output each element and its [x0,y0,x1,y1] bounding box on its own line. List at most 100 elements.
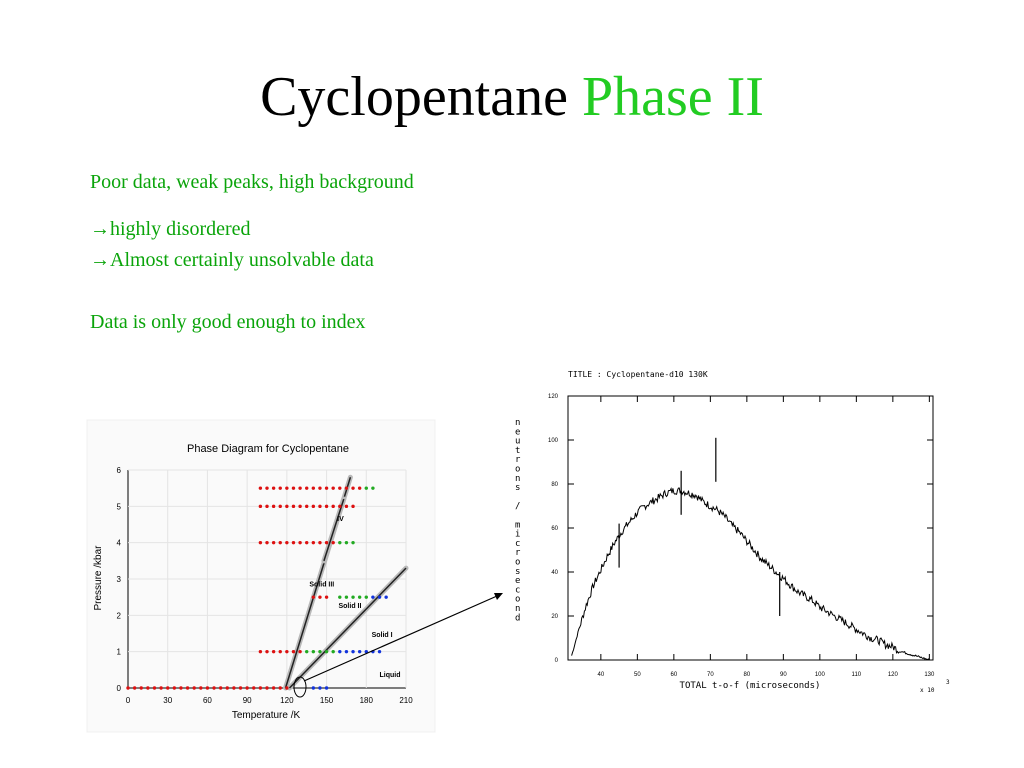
phase-data-point [159,686,163,690]
phase-data-point [285,486,289,490]
tof-title: TITLE : Cyclopentane-d10 130K [568,370,708,379]
phase-data-point [258,504,263,509]
x-tick-label: 210 [399,696,413,705]
bullet-index: Data is only good enough to index [90,311,366,333]
tof-series-line [571,487,930,661]
x-tick-label: 120 [280,696,294,705]
phase-data-point [318,595,322,599]
phase-data-point [311,595,316,599]
tof-x-tick-label: 100 [815,672,826,678]
phase-data-point [377,649,382,654]
phase-data-point [185,686,190,690]
phase-data-point [258,486,263,490]
phase-label: Solid III [309,581,334,588]
bullet-disordered-text: highly disordered [110,218,251,240]
phase-data-point [344,595,349,599]
phase-data-point [271,486,276,490]
connector-arrowhead-icon [494,593,503,600]
phase-data-point [338,595,342,599]
phase-label: Solid I [372,632,393,639]
phase-data-point [351,540,355,545]
tof-x-tick-label: 70 [707,672,714,678]
arrow-right-icon: → [90,249,110,271]
phase-data-point [324,540,329,545]
phase-data-point [338,504,342,509]
phase-data-point [152,686,157,690]
arrow-right-icon: → [90,218,110,240]
phase-data-point [344,504,349,509]
phase-data-point [338,486,342,490]
bullet-poor-data: Poor data, weak peaks, high background [90,171,414,193]
phase-data-point [351,649,355,654]
phase-data-point [371,595,375,599]
phase-data-point [212,686,216,690]
phase-data-point [238,686,243,690]
phase-data-point [166,686,170,690]
phase-data-point [265,486,269,490]
y-tick-label: 5 [117,502,122,511]
phase-data-point [371,486,375,490]
phase-data-point [311,486,316,490]
tof-x-tick-label: 130 [924,672,935,678]
phase-data-point [179,686,183,690]
phase-data-point [364,595,368,599]
phase-data-point [324,686,329,690]
tof-x-tick-label: 40 [598,672,605,678]
tof-y-tick-label: 20 [551,614,558,620]
tof-x-tick-label: 60 [671,672,678,678]
x-tick-label: 0 [126,696,131,705]
phase-data-point [357,595,362,599]
phase-data-point [139,686,143,690]
phase-data-point [305,649,309,654]
phase-boundary-line [323,498,345,562]
phase-label: IV [337,516,344,523]
phase-data-point [126,686,130,690]
phase-data-point [298,486,302,490]
tof-x-multiplier-exp: 3 [946,679,950,686]
phase-data-point [351,486,355,490]
highlight-ellipse [293,676,307,698]
phase-data-point [351,595,355,599]
phase-data-point [357,486,362,490]
phase-diagram-xlabel: Temperature /K [232,710,301,721]
phase-data-point [318,504,322,509]
phase-data-point [265,649,269,654]
phase-data-point [311,504,316,509]
phase-data-point [265,686,269,690]
phase-data-point [311,649,316,654]
phase-data-point [232,686,236,690]
phase-data-point [271,504,276,509]
phase-data-point [298,540,302,545]
phase-data-point [324,504,329,509]
tof-x-tick-label: 90 [780,672,787,678]
tof-y-tick-label: 0 [555,658,559,664]
phase-data-point [338,649,342,654]
tof-x-multiplier: x 10 [920,687,935,694]
phase-data-point [278,504,282,509]
phase-data-point [338,540,342,545]
phase-data-point [285,686,289,690]
phase-data-point [331,649,335,654]
phase-label: Liquid [380,672,401,679]
phase-data-point [344,486,349,490]
phase-data-point [278,486,282,490]
phase-data-point [291,540,296,545]
phase-data-point [291,504,296,509]
tof-x-tick-label: 50 [634,672,641,678]
tof-plot-frame [567,395,934,661]
tof-y-tick-label: 60 [551,526,558,532]
phase-data-point [298,649,302,654]
phase-data-point [305,540,309,545]
phase-data-point [265,504,269,509]
phase-data-point [172,686,177,690]
phase-data-point [245,686,249,690]
phase-data-point [192,686,196,690]
phase-data-point [298,504,302,509]
phase-data-point [285,649,289,654]
x-tick-label: 150 [320,696,334,705]
phase-data-point [305,486,309,490]
phase-data-point [311,686,316,690]
phase-data-point [344,649,349,654]
tof-x-tick-label: 80 [744,672,751,678]
